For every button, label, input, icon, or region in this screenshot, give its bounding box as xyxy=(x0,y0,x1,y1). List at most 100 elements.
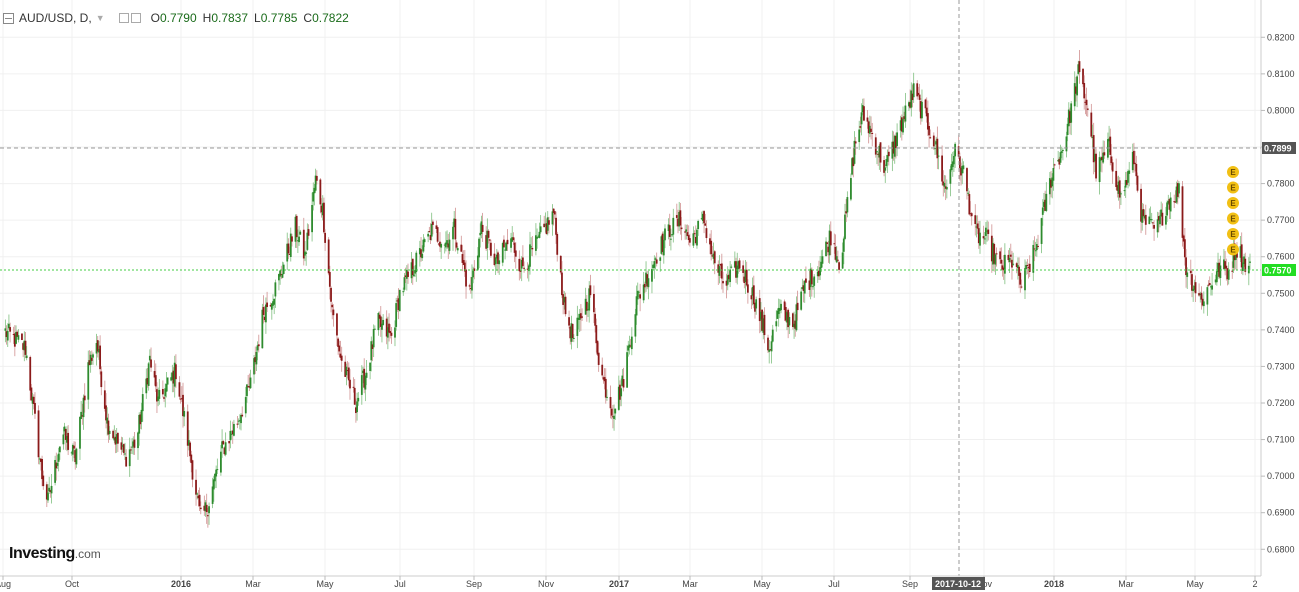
candle-body xyxy=(521,257,524,266)
candle xyxy=(660,235,663,255)
candle-body xyxy=(1034,250,1037,252)
candle-body xyxy=(436,227,439,242)
candle-body xyxy=(340,355,343,361)
candle-body xyxy=(355,407,357,414)
candle xyxy=(1143,209,1146,221)
candle xyxy=(987,221,990,241)
candle-body xyxy=(23,340,26,351)
candle-body xyxy=(1024,268,1026,291)
candle xyxy=(430,212,433,241)
candle-body xyxy=(327,239,330,274)
candle xyxy=(57,447,60,472)
candle-body xyxy=(241,414,244,417)
candle-body xyxy=(403,277,406,290)
candle xyxy=(360,365,363,405)
candle-body xyxy=(196,493,199,495)
symbol-label[interactable]: AUD/USD, D, xyxy=(19,11,92,25)
candle xyxy=(29,355,32,401)
candle xyxy=(229,420,232,449)
settings-icon[interactable] xyxy=(118,13,129,23)
candle xyxy=(353,378,356,405)
candle xyxy=(115,427,118,453)
candle-body xyxy=(263,316,266,321)
candle-body xyxy=(929,137,932,139)
earnings-badge[interactable]: E xyxy=(1227,181,1239,194)
candle xyxy=(1186,267,1189,289)
candle xyxy=(1052,157,1055,191)
candle-body xyxy=(305,252,308,254)
candle-body xyxy=(456,248,459,251)
chevron-down-icon[interactable]: ▼ xyxy=(95,13,105,23)
candle xyxy=(569,325,572,345)
candle-body xyxy=(480,221,483,234)
candle-body xyxy=(614,408,617,414)
visibility-icon[interactable] xyxy=(130,13,141,23)
candle-body xyxy=(1123,190,1126,192)
candle xyxy=(585,294,588,322)
candle-body xyxy=(74,450,77,463)
candle-body xyxy=(244,397,247,414)
candle-body xyxy=(1128,170,1131,174)
candle xyxy=(34,392,36,419)
candle xyxy=(261,303,264,349)
candle xyxy=(75,447,78,468)
candle xyxy=(153,360,156,386)
candle-body xyxy=(1033,248,1036,250)
candle-body xyxy=(299,231,302,235)
candle xyxy=(722,271,724,293)
candle xyxy=(369,362,372,380)
candle-body xyxy=(1223,259,1225,270)
candle xyxy=(443,242,446,254)
candle-body xyxy=(1011,259,1013,268)
y-axis-panel[interactable] xyxy=(1261,0,1299,592)
candle xyxy=(629,339,632,348)
candle-body xyxy=(912,83,915,98)
collapse-icon[interactable] xyxy=(3,12,14,24)
candle xyxy=(643,281,646,294)
candle-body xyxy=(439,241,441,247)
candle-body xyxy=(526,268,529,270)
candle-body xyxy=(116,432,119,444)
candle-body xyxy=(904,105,907,122)
candle-body xyxy=(1009,254,1012,257)
candle-body xyxy=(122,444,125,453)
candle-body xyxy=(164,388,167,397)
candle-body xyxy=(1084,101,1087,103)
candle-body xyxy=(1156,219,1159,233)
candle xyxy=(1115,158,1118,190)
candle-body xyxy=(1149,219,1152,221)
earnings-badge[interactable]: E xyxy=(1227,212,1239,225)
candle xyxy=(1140,183,1142,234)
candle xyxy=(538,222,541,239)
x-tick-label: Sep xyxy=(902,579,918,589)
candle-body xyxy=(1103,152,1106,156)
candle-body xyxy=(131,446,133,448)
candle-body xyxy=(670,238,672,240)
candle xyxy=(976,215,979,235)
candle xyxy=(621,368,624,387)
candle xyxy=(885,154,888,168)
candle-body xyxy=(1159,215,1161,225)
candle-body xyxy=(443,244,446,246)
earnings-badge[interactable]: E xyxy=(1227,197,1239,209)
candle-body xyxy=(758,298,761,322)
candle xyxy=(231,421,234,444)
candle xyxy=(868,115,871,138)
candle xyxy=(1173,194,1176,209)
earnings-badge[interactable]: E xyxy=(1227,228,1239,240)
candle xyxy=(770,335,773,364)
candle-body xyxy=(932,135,935,147)
candle xyxy=(133,432,136,455)
earnings-badge[interactable]: E xyxy=(1227,166,1239,178)
candle xyxy=(729,260,732,288)
candle-body xyxy=(968,194,971,215)
candle xyxy=(16,330,19,338)
candle-body xyxy=(655,259,658,264)
candle xyxy=(305,250,308,266)
candle-body xyxy=(377,312,380,331)
candle xyxy=(925,97,928,123)
earnings-badge[interactable]: E xyxy=(1227,243,1239,256)
